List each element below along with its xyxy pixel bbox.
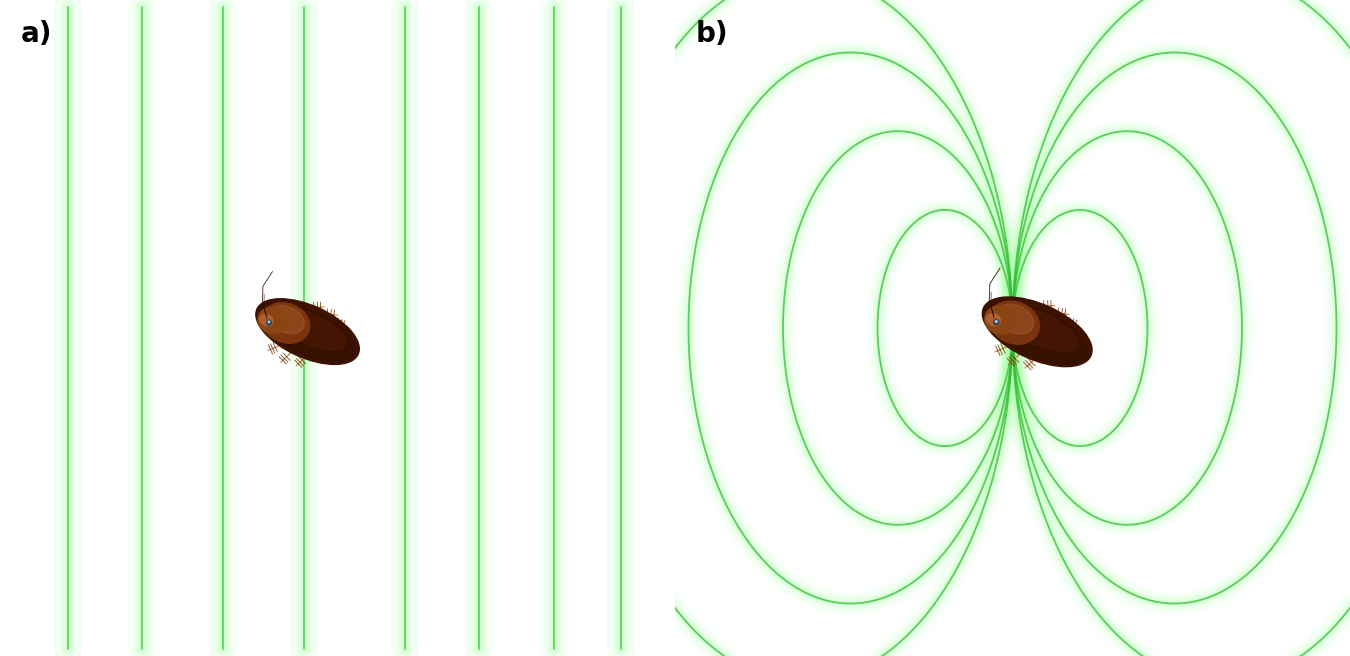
Ellipse shape xyxy=(995,304,1077,351)
Text: b): b) xyxy=(695,20,728,48)
Ellipse shape xyxy=(987,314,1000,325)
Ellipse shape xyxy=(991,304,1087,363)
Ellipse shape xyxy=(263,306,355,361)
Ellipse shape xyxy=(269,306,304,334)
Ellipse shape xyxy=(990,301,1040,344)
Ellipse shape xyxy=(261,314,273,326)
Ellipse shape xyxy=(262,302,309,343)
Ellipse shape xyxy=(995,304,1034,334)
Circle shape xyxy=(266,320,271,325)
Circle shape xyxy=(269,321,270,323)
Ellipse shape xyxy=(983,297,1092,367)
Ellipse shape xyxy=(256,298,359,365)
Circle shape xyxy=(995,321,998,322)
Circle shape xyxy=(994,319,999,325)
Ellipse shape xyxy=(258,307,286,334)
Ellipse shape xyxy=(984,306,1015,334)
Ellipse shape xyxy=(269,306,346,350)
Text: a): a) xyxy=(20,20,51,48)
